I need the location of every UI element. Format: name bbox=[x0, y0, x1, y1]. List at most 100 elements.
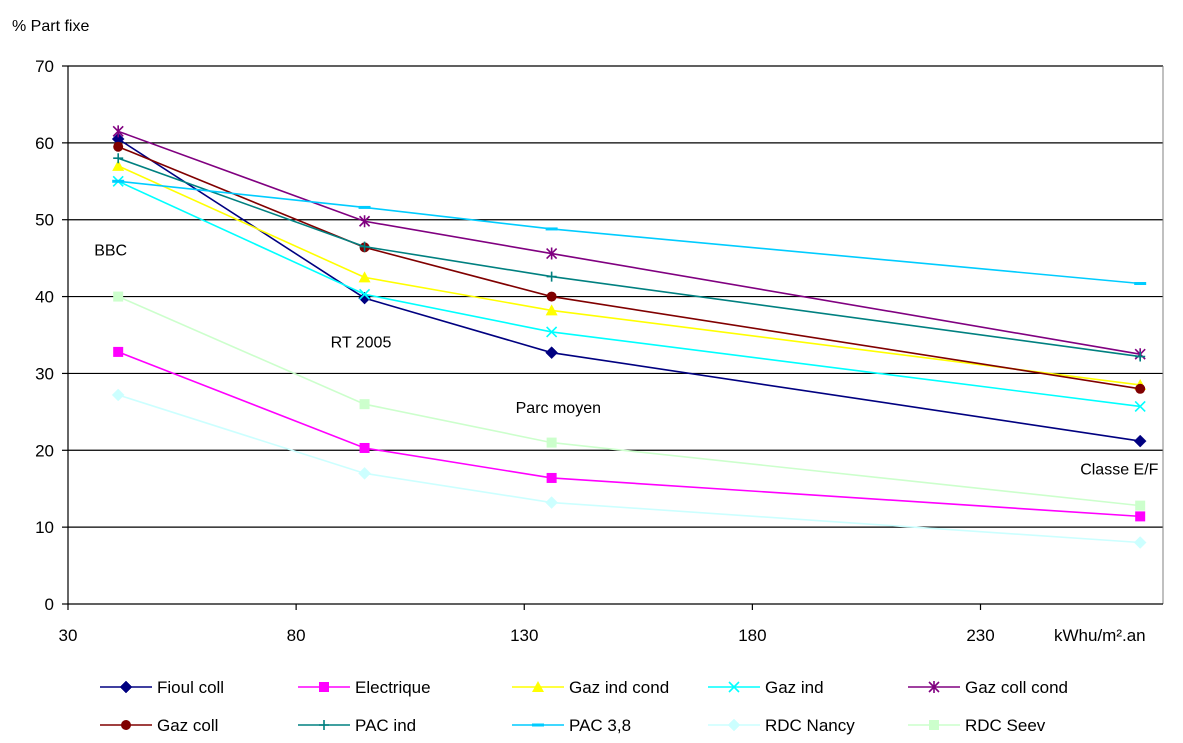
series-rdc-seev-point-1 bbox=[359, 399, 370, 410]
x-tick-label-130: 130 bbox=[510, 626, 538, 645]
legend-gaz-ind-marker bbox=[728, 681, 740, 693]
series-rdc-seev-point-1-shape bbox=[359, 399, 370, 410]
legend-gaz-coll-label: Gaz coll bbox=[157, 716, 218, 735]
series-gaz-ind-cond-line bbox=[117, 165, 1141, 386]
series-gaz-ind-point-2 bbox=[546, 326, 558, 338]
legend-gaz-ind: Gaz ind bbox=[708, 678, 824, 697]
series-gaz-coll-cond-point-0 bbox=[112, 125, 124, 138]
series-pac-3-8-line bbox=[118, 180, 1141, 285]
axis-layer: 0 10 20 30 40 50 60 70 30 80 130 180 230 % Part fixe k… bbox=[12, 18, 1163, 645]
series-pac-3-8-point-3-shape bbox=[1134, 282, 1147, 286]
legend-gaz-ind-cond-marker-shape bbox=[532, 681, 544, 692]
series-gaz-ind-point-1-shape bbox=[358, 288, 371, 300]
legend-pac-ind-label: PAC ind bbox=[355, 716, 416, 735]
x-tick-label-180: 180 bbox=[738, 626, 766, 645]
series-electrique-point-1 bbox=[359, 442, 370, 453]
legend-pac-ind: PAC ind bbox=[298, 716, 416, 735]
y-tick-label-30: 30 bbox=[35, 364, 54, 383]
series-rdc-nancy-point-3 bbox=[1133, 536, 1147, 549]
x-tick-label-30: 30 bbox=[59, 626, 78, 645]
series-gaz-coll-point-2 bbox=[546, 291, 557, 302]
annotation-rt-2005: RT 2005 bbox=[331, 335, 392, 352]
series-gaz-coll-cond-point-2-shape bbox=[546, 247, 558, 260]
series-rdc-seev-point-3 bbox=[1135, 500, 1146, 511]
series-pac-3-8-point-2-shape bbox=[545, 227, 558, 231]
legend-electrique-label: Electrique bbox=[355, 678, 431, 697]
series-rdc-nancy-point-1 bbox=[358, 466, 371, 480]
legend-gaz-ind-cond-marker bbox=[532, 681, 544, 692]
series-gaz-ind-point-3 bbox=[1134, 400, 1146, 413]
series-electrique-point-3-shape bbox=[1135, 511, 1146, 522]
series-electrique-point-3 bbox=[1135, 511, 1146, 522]
series-pac-ind-point-1 bbox=[359, 241, 370, 252]
series-gaz-ind-cond-point-2 bbox=[545, 304, 558, 316]
legend-fioul-coll-marker-shape bbox=[119, 680, 133, 694]
series-layer bbox=[111, 125, 1147, 549]
series-gaz-coll-point-0-shape bbox=[113, 141, 124, 152]
annotation-bbc: BBC bbox=[94, 242, 127, 259]
series-pac-3-8-point-1 bbox=[358, 205, 371, 209]
y-axis-title: % Part fixe bbox=[12, 18, 89, 35]
grid-layer bbox=[68, 65, 1164, 604]
legend-electrique-marker bbox=[319, 682, 329, 692]
series-pac-ind-line bbox=[117, 157, 1141, 358]
legend-pac-3-8-label: PAC 3,8 bbox=[569, 716, 631, 735]
series-pac-3-8-point-2 bbox=[545, 227, 558, 231]
series-gaz-ind-point-3-shape bbox=[1134, 400, 1146, 413]
series-gaz-ind-point-1 bbox=[358, 288, 371, 300]
series-rdc-nancy-point-3-shape bbox=[1133, 536, 1147, 549]
y-tick-label-60: 60 bbox=[35, 134, 54, 153]
series-pac-ind-point-3-shape bbox=[1135, 351, 1146, 362]
series-gaz-coll-cond-line bbox=[117, 130, 1141, 356]
legend-fioul-coll: Fioul coll bbox=[100, 678, 224, 697]
x-tick-label-230: 230 bbox=[966, 626, 994, 645]
annotation-parc-moyen: Parc moyen bbox=[516, 400, 601, 417]
legend-electrique: Electrique bbox=[298, 678, 431, 697]
series-pac-ind-point-0 bbox=[113, 153, 124, 164]
series-gaz-ind-line bbox=[117, 180, 1141, 408]
legend-rdc-nancy-marker-shape bbox=[727, 718, 741, 732]
legend-rdc-nancy: RDC Nancy bbox=[708, 716, 855, 735]
y-tick-label-0: 0 bbox=[45, 595, 54, 614]
label-layer: BBC RT 2005 Parc moyen Classe E/F bbox=[94, 242, 1158, 478]
series-fioul-coll-line bbox=[117, 138, 1141, 442]
series-pac-ind-point-2 bbox=[546, 271, 557, 282]
series-gaz-ind-cond-point-0-shape bbox=[112, 159, 125, 171]
legend-gaz-ind-marker-shape bbox=[728, 681, 740, 693]
series-rdc-nancy-point-2-shape bbox=[545, 496, 558, 509]
legend-rdc-nancy-label: RDC Nancy bbox=[765, 716, 855, 735]
series-rdc-seev-point-2-shape bbox=[546, 437, 557, 448]
series-pac-3-8-point-3 bbox=[1134, 282, 1147, 286]
series-gaz-coll-cond-point-0-shape bbox=[112, 125, 124, 138]
series-pac-3-8-point-1-shape bbox=[358, 205, 371, 209]
annotation-classe-e-f: Classe E/F bbox=[1080, 462, 1158, 479]
series-gaz-coll-point-3 bbox=[1135, 383, 1146, 394]
legend-fioul-coll-label: Fioul coll bbox=[157, 678, 224, 697]
legend-layer: Fioul coll Electrique Gaz ind cond Gaz ind G… bbox=[100, 678, 1068, 735]
series-rdc-seev-point-2 bbox=[546, 437, 557, 448]
legend-gaz-coll-marker bbox=[121, 720, 131, 730]
series-gaz-coll-cond-point-1 bbox=[358, 215, 371, 228]
series-rdc-seev-point-3-shape bbox=[1135, 500, 1146, 511]
series-rdc-nancy-line bbox=[117, 394, 1141, 544]
series-pac-ind-point-1-shape bbox=[359, 241, 370, 252]
series-gaz-ind-cond-point-2-shape bbox=[545, 304, 558, 316]
legend-rdc-nancy-marker bbox=[727, 718, 741, 732]
series-pac-ind-point-2-shape bbox=[546, 271, 557, 282]
legend-gaz-coll-cond-label: Gaz coll cond bbox=[965, 678, 1068, 697]
series-gaz-coll-line bbox=[117, 145, 1141, 390]
y-tick-label-50: 50 bbox=[35, 211, 54, 230]
series-gaz-coll-point-2-shape bbox=[546, 291, 557, 302]
legend-rdc-seev-marker bbox=[929, 720, 939, 730]
series-rdc-seev-line bbox=[117, 295, 1141, 507]
legend-gaz-ind-cond-label: Gaz ind cond bbox=[569, 678, 669, 697]
legend-fioul-coll-marker bbox=[119, 680, 133, 694]
legend-pac-3-8-marker bbox=[532, 723, 544, 727]
x-tick-label-80: 80 bbox=[287, 626, 306, 645]
series-electrique-point-0 bbox=[113, 346, 124, 357]
legend-rdc-seev: RDC Seev bbox=[908, 716, 1046, 735]
legend-gaz-coll-cond: Gaz coll cond bbox=[908, 678, 1068, 697]
legend-gaz-coll-cond-marker-shape bbox=[928, 681, 940, 693]
